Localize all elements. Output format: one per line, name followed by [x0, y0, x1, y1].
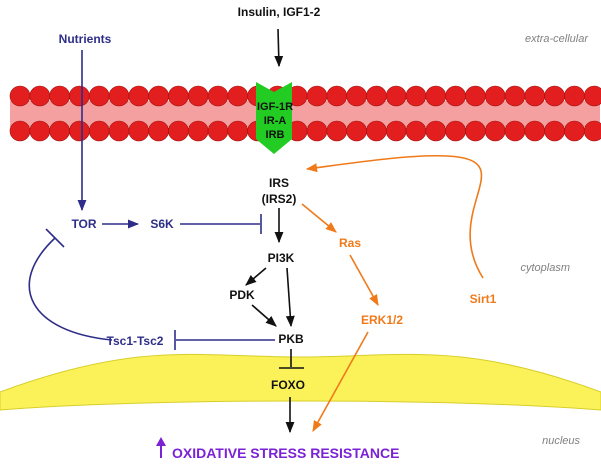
nucleus-envelope [0, 353, 601, 411]
lipid-head-outer [207, 85, 229, 107]
lipid-head-inner [524, 120, 546, 142]
lipid-head-inner [49, 120, 70, 142]
nutrients-label: Nutrients [59, 32, 112, 46]
sirt1-label: Sirt1 [470, 292, 497, 306]
inhibition-tsc-tor [28, 228, 113, 341]
lipid-head-outer [148, 85, 169, 107]
lipid-head-outer [385, 85, 407, 107]
outcome-label: OXIDATIVE STRESS RESISTANCE [172, 445, 399, 461]
insulin-label: Insulin, IGF1-2 [238, 5, 321, 19]
lipid-head-outer [544, 85, 565, 107]
inhibition-pkb-foxo [279, 349, 304, 369]
lipid-head-outer [524, 85, 546, 107]
arrow-insulin-to-receptor [274, 28, 284, 68]
lipid-head-outer [88, 85, 110, 107]
lipid-head-outer [49, 85, 70, 107]
lipid-head-outer [484, 85, 506, 107]
lipid-head-inner [88, 120, 110, 142]
lipid-head-outer [465, 85, 486, 107]
lipid-head-outer [187, 85, 209, 107]
lipid-head-outer [564, 85, 585, 107]
lipid-head-inner [484, 120, 506, 142]
foxo-label: FOXO [271, 378, 305, 392]
lipid-head-inner [366, 120, 387, 142]
lipid-head-inner [227, 120, 249, 142]
lipid-head-inner [425, 120, 447, 142]
lipid-head-outer [306, 85, 328, 107]
lipid-head-inner [326, 120, 348, 142]
lipid-head-inner [148, 120, 169, 142]
cell-membrane [9, 85, 601, 142]
lipid-head-outer [405, 85, 427, 107]
lipid-head-inner [306, 120, 328, 142]
lipid-head-outer [9, 85, 31, 107]
tsc-label: Tsc1-Tsc2 [107, 334, 164, 348]
lipid-head-outer [366, 85, 387, 107]
region-label-cytoplasm: cytoplasm [520, 262, 570, 274]
receptor-shape [256, 82, 292, 154]
lipid-head-outer [29, 85, 51, 107]
lipid-head-inner [29, 120, 51, 142]
lipid-head-inner [207, 120, 229, 142]
arrow-pi3k-to-pkb [285, 267, 295, 328]
up-arrow-icon [156, 437, 166, 458]
arrow-erk-to-outcome [312, 331, 369, 432]
lipid-head-outer [346, 85, 367, 107]
region-label-extracellular: extra-cellular [525, 33, 589, 45]
arrow-pi3k-to-pdk [245, 267, 267, 286]
lipid-head-inner [69, 120, 90, 142]
pdk-label: PDK [229, 288, 255, 302]
lipid-head-outer [425, 85, 447, 107]
erk-label: ERK1/2 [361, 313, 403, 327]
lipid-head-inner [504, 120, 526, 142]
lipid-head-outer [69, 85, 90, 107]
lipid-head-outer [108, 85, 130, 107]
lipid-head-outer [445, 85, 466, 107]
lipid-head-inner [128, 120, 150, 142]
irs2-label: (IRS2) [262, 192, 297, 206]
lipid-head-outer [504, 85, 526, 107]
lipid-head-inner [445, 120, 466, 142]
inhibition-s6k-irs [180, 214, 262, 234]
arrow-pdk-to-pkb [251, 304, 277, 327]
lipid-head-inner [385, 120, 407, 142]
lipid-head-outer [168, 85, 189, 107]
lipid-head-inner [168, 120, 189, 142]
ras-label: Ras [339, 236, 361, 250]
lipid-head-outer [326, 85, 348, 107]
region-label-nucleus: nucleus [542, 435, 580, 447]
lipid-head-outer [128, 85, 150, 107]
arrow-ras-to-erk [349, 254, 379, 306]
lipid-head-inner [544, 120, 565, 142]
arrow-irs-to-ras [301, 203, 337, 233]
inhibition-pkb-tsc [174, 330, 275, 350]
lipid-head-inner [405, 120, 427, 142]
lipid-head-inner [465, 120, 486, 142]
lipid-head-outer [583, 85, 601, 107]
receptor-label-igf1r: IGF-1R [257, 101, 293, 113]
lipid-head-inner [346, 120, 367, 142]
irs-label: IRS [269, 176, 289, 190]
arrow-sirt1-to-irs [305, 154, 484, 279]
lipid-head-inner [108, 120, 130, 142]
lipid-head-outer [227, 85, 249, 107]
pkb-label: PKB [278, 332, 304, 346]
s6k-label: S6K [150, 217, 174, 231]
receptor-label-irb: IRB [266, 129, 285, 141]
lipid-head-inner [564, 120, 585, 142]
lipid-head-inner [583, 120, 601, 142]
pi3k-label: PI3K [268, 251, 295, 265]
receptor-label-ira: IR-A [264, 115, 287, 127]
lipid-head-inner [9, 120, 31, 142]
lipid-head-inner [187, 120, 209, 142]
tor-label: TOR [71, 217, 96, 231]
